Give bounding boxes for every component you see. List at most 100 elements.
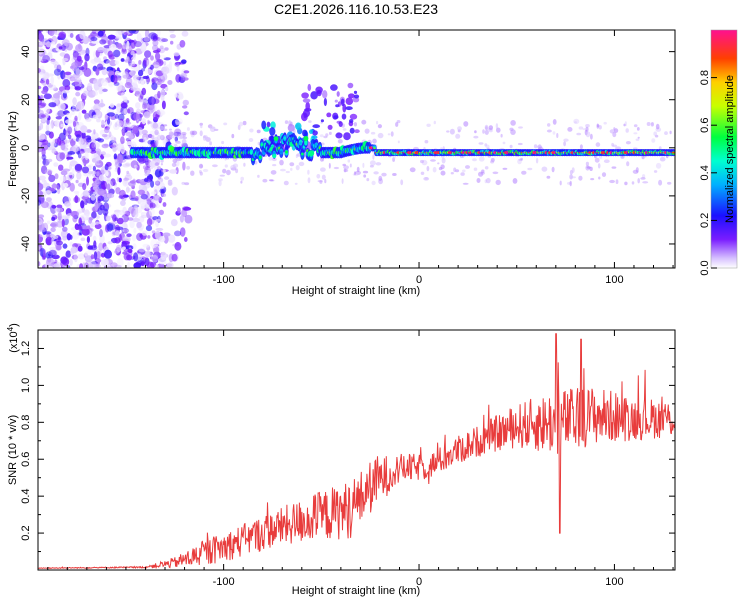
haze-dot — [567, 126, 573, 132]
noise-blob — [150, 55, 154, 61]
noise-blob — [54, 259, 58, 263]
noise-blob — [77, 253, 85, 260]
haze-dot — [589, 166, 593, 171]
noise-blob — [147, 139, 154, 145]
haze-dot — [500, 133, 503, 138]
noise-blob — [56, 207, 64, 213]
noise-blob — [122, 74, 131, 79]
noise-blob — [124, 210, 131, 217]
haze-dot — [440, 164, 445, 170]
noise-blob — [79, 30, 86, 40]
haze-dot — [485, 126, 488, 130]
noise-blob — [133, 113, 141, 120]
haze-dot — [462, 182, 469, 185]
noise-blob — [157, 90, 161, 99]
noise-blob — [128, 187, 132, 192]
haze-dot — [625, 141, 631, 145]
haze-dot — [571, 167, 575, 174]
colorbar-tick-label: 0.4 — [699, 165, 711, 180]
haze-dot — [446, 130, 450, 133]
haze-dot — [328, 162, 331, 169]
noise-blob — [127, 261, 131, 268]
bump-blob — [305, 101, 311, 111]
noise-blob — [88, 189, 94, 194]
noise-blob — [66, 172, 74, 176]
noise-blob — [150, 191, 157, 196]
noise-blob — [75, 225, 83, 231]
haze-dot — [240, 180, 243, 184]
noise-blob — [53, 162, 59, 167]
noise-blob — [105, 171, 109, 177]
noise-blob — [165, 86, 169, 92]
bump-blob — [354, 129, 360, 134]
haze-dot — [613, 127, 616, 131]
noise-blob — [155, 52, 161, 61]
noise-blob — [40, 201, 49, 209]
noise-blob — [51, 148, 57, 154]
noise-blob — [57, 136, 62, 146]
noise-blob — [54, 173, 59, 180]
noise-blob — [43, 93, 52, 100]
snr-y-axis: 0.2 0.4 0.6 0.8 1.0 1.2 — [20, 329, 675, 553]
haze-dot — [271, 157, 277, 162]
noise-blob — [46, 118, 50, 125]
haze-dot — [615, 179, 619, 184]
noise-blob — [45, 41, 52, 48]
haze-dot — [342, 163, 347, 167]
x-tick-label: -100 — [213, 274, 235, 286]
haze-dot — [546, 129, 552, 133]
noise-blob — [56, 204, 63, 209]
haze-dot — [441, 157, 446, 164]
noise-blob — [57, 103, 66, 111]
noise-blob — [92, 235, 97, 242]
noise-blob — [170, 40, 174, 45]
haze-dot — [321, 174, 326, 180]
noise-blob — [45, 124, 50, 132]
noise-blob — [123, 108, 128, 115]
haze-dot — [181, 181, 186, 185]
noise-blob — [113, 74, 118, 85]
haze-dot — [642, 181, 649, 184]
noise-blob — [113, 49, 121, 58]
y-tick-label: 0.2 — [20, 525, 32, 540]
haze-dot — [364, 128, 370, 134]
haze-dot — [248, 138, 254, 142]
haze-dot — [664, 131, 668, 136]
bump-blob — [349, 127, 355, 134]
noise-blob — [182, 77, 189, 81]
noise-blob — [179, 73, 188, 78]
noise-blob — [99, 129, 105, 136]
noise-blob — [118, 177, 122, 183]
haze-dot — [478, 156, 485, 162]
snr-frame — [37, 329, 676, 571]
noise-blob — [38, 183, 44, 191]
noise-blob — [120, 58, 125, 62]
noise-blob — [56, 244, 62, 251]
track-core — [672, 151, 675, 154]
haze-dot — [242, 120, 247, 126]
haze-dot — [98, 137, 101, 140]
noise-blob — [64, 139, 70, 144]
noise-blob — [60, 70, 66, 80]
haze-dot — [378, 175, 383, 182]
noise-blob — [47, 158, 53, 163]
noise-blob — [38, 106, 41, 114]
haze-dot — [476, 178, 481, 183]
noise-blob — [182, 161, 186, 171]
haze-dot — [658, 146, 662, 150]
haze-dot — [120, 148, 125, 152]
noise-blob — [60, 143, 66, 151]
haze-dot — [219, 174, 225, 177]
noise-blob — [107, 241, 113, 245]
noise-blob — [156, 81, 162, 85]
haze-dot — [186, 165, 191, 170]
noise-blob — [117, 76, 122, 81]
haze-dot — [151, 135, 155, 141]
haze-dot — [362, 170, 369, 174]
noise-blob — [81, 109, 87, 114]
noise-blob — [161, 38, 169, 42]
noise-blob — [128, 30, 137, 34]
noise-blob — [104, 203, 109, 209]
noise-blob — [181, 30, 189, 37]
haze-dot — [655, 123, 660, 130]
